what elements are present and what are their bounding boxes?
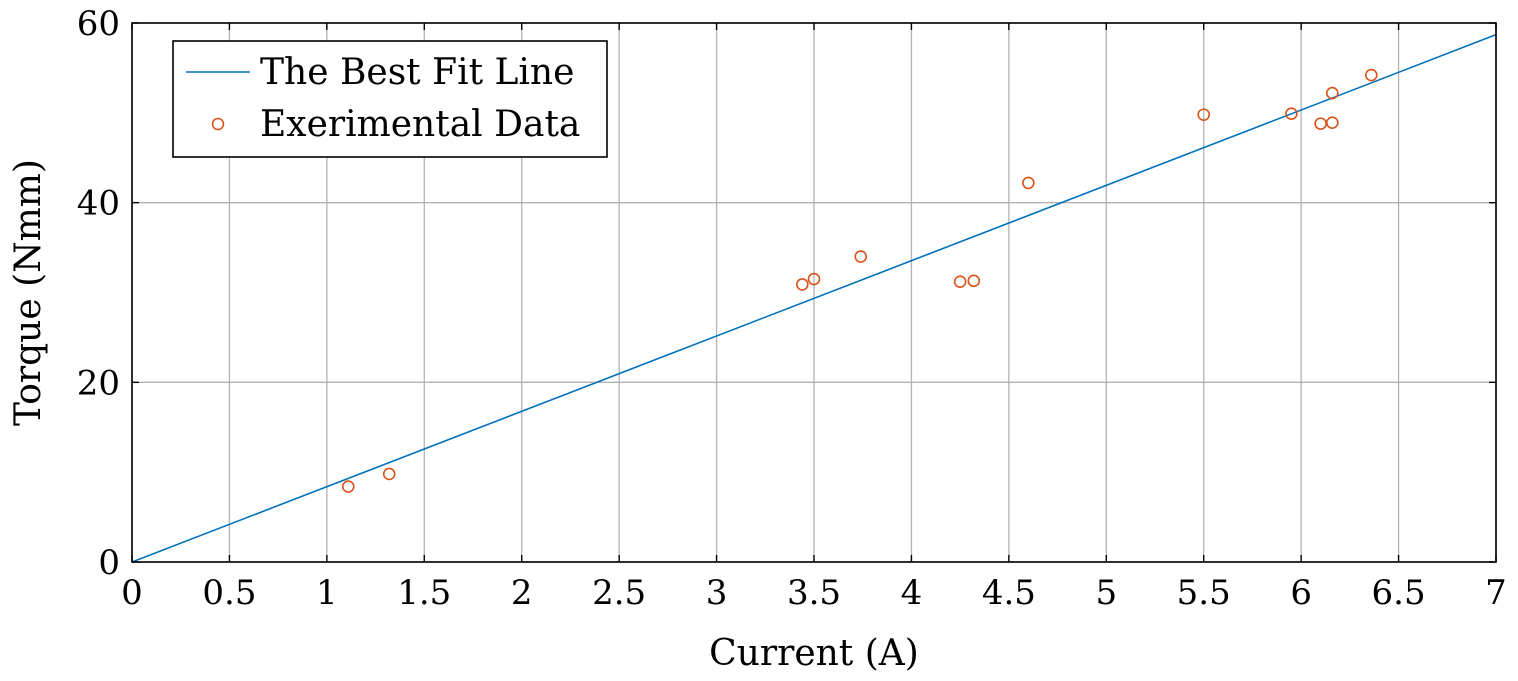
data-point [1022, 176, 1035, 190]
data-point [1326, 86, 1339, 100]
data-point [1326, 116, 1339, 130]
y-tick-label: 0 [98, 543, 120, 583]
x-tick-label: 5.5 [1177, 573, 1231, 613]
x-tick-label: 3 [706, 573, 728, 613]
legend-box [172, 40, 608, 158]
data-point [807, 272, 821, 286]
x-tick-label: 6.5 [1372, 573, 1426, 613]
x-tick-label: 2.5 [592, 573, 646, 613]
data-point [1285, 107, 1298, 121]
x-tick-label: 1 [316, 573, 338, 613]
legend-label-experimental-data: Exerimental Data [260, 104, 580, 145]
data-point [854, 250, 868, 263]
data-point [382, 467, 396, 481]
x-tick-label: 0.5 [202, 573, 256, 613]
x-tick-label: 1.5 [397, 573, 451, 613]
x-tick-label: 4 [901, 573, 923, 613]
y-tick-label: 60 [77, 4, 120, 44]
x-tick-label: 0 [121, 573, 143, 613]
y-tick-label: 20 [77, 363, 120, 403]
x-tick-label: 3.5 [787, 573, 841, 613]
series-layer [131, 33, 1497, 563]
best-fit-line [131, 33, 1497, 563]
legend-swatch-experimental-data [211, 117, 225, 131]
y-tick-label: 40 [77, 184, 120, 224]
x-tick-label: 5 [1095, 573, 1117, 613]
x-tick-label: 6 [1290, 573, 1312, 613]
y-axis: 0 20 40 60 [77, 4, 1496, 583]
x-tick-label: 7 [1485, 573, 1507, 613]
data-point [953, 275, 967, 289]
data-point [967, 274, 981, 288]
legend-label-best-fit-line: The Best Fit Line [260, 52, 574, 93]
data-point [1197, 108, 1211, 121]
data-point [1314, 117, 1327, 130]
data-point [796, 278, 809, 291]
legend: The Best Fit Line Exerimental Data [172, 40, 608, 158]
x-tick-label: 2 [511, 573, 533, 613]
x-axis: 0 0.5 1 1.5 2 2.5 3 3.5 4 4.5 5 5.5 6 6.5 7 [121, 23, 1507, 613]
y-axis-title: Torque (Nmm) [8, 159, 49, 426]
x-tick-label: 4.5 [982, 573, 1036, 613]
x-axis-title: Current (A) [709, 633, 919, 674]
data-point [341, 480, 355, 493]
data-point [1364, 68, 1378, 82]
